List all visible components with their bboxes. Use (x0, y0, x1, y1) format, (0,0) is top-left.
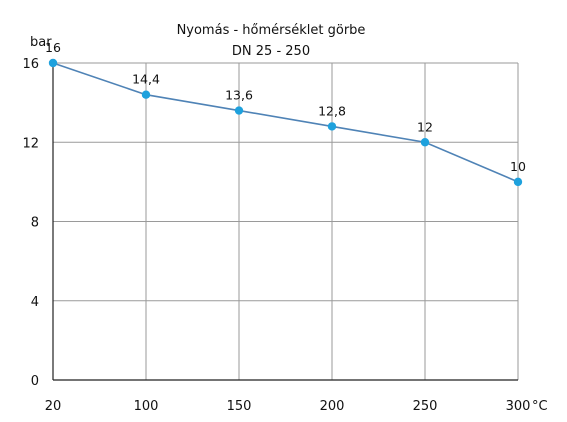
x-tick-label: 100 (134, 399, 159, 414)
x-tick-label: 200 (320, 399, 345, 414)
axes (52, 63, 518, 381)
data-point (327, 122, 337, 131)
series-line (52, 62, 519, 183)
series (48, 58, 523, 187)
x-tick-label: 20 (45, 399, 62, 414)
x-axis-unit: °C (532, 399, 548, 414)
data-label: 10 (510, 159, 526, 174)
data-label: 12 (417, 119, 433, 134)
x-tick-label: 250 (413, 399, 438, 414)
x-tick-label: 300 (506, 399, 531, 414)
tick-labels: 0 4 8 12 16 20 100 150 200 250 300 (22, 57, 530, 414)
data-label: 12,8 (318, 103, 346, 118)
data-label: 14,4 (132, 72, 160, 87)
y-tick-label: 16 (22, 57, 39, 72)
data-point (48, 58, 58, 68)
chart-title: Nyomás - hőmérséklet görbe (177, 23, 366, 38)
data-point (420, 138, 430, 147)
y-tick-label: 0 (31, 374, 39, 389)
grid (53, 62, 519, 380)
data-point (234, 106, 244, 115)
x-tick-label: 150 (227, 399, 252, 414)
data-point (513, 177, 523, 187)
y-axis-unit: bar (30, 35, 52, 50)
data-point (141, 90, 151, 99)
y-tick-label: 12 (22, 136, 39, 151)
data-label: 16 (45, 40, 61, 55)
data-label: 13,6 (225, 88, 253, 103)
chart-subtitle: DN 25 - 250 (232, 44, 310, 59)
y-tick-label: 4 (31, 295, 39, 310)
y-tick-label: 8 (31, 216, 39, 231)
data-labels: 16 14,4 13,6 12,8 12 10 (45, 40, 526, 174)
